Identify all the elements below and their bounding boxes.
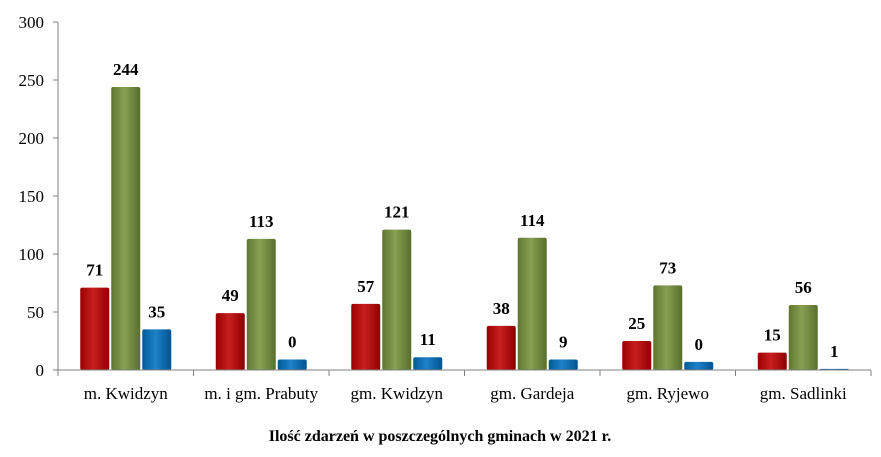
bar xyxy=(486,325,516,370)
x-axis: m. Kwidzyn m. i gm. Prabuty gm. Kwidzyn gm.… xyxy=(57,369,872,403)
x-axis-title: Ilość zdarzeń w poszczególnych gminach w… xyxy=(269,428,612,445)
y-tick-label: 50 xyxy=(27,303,44,322)
bar xyxy=(684,361,714,370)
bar xyxy=(548,359,578,370)
x-tick-label: m. i gm. Prabuty xyxy=(204,384,318,403)
data-label: 9 xyxy=(559,333,568,352)
bar xyxy=(277,359,307,370)
data-label: 121 xyxy=(384,203,410,222)
data-label: 71 xyxy=(86,261,103,280)
data-labels: 71 244 35 49 113 0 57 121 11 38 114 9 25 73 0 15 56 1 xyxy=(86,60,838,361)
data-label: 114 xyxy=(520,211,545,230)
data-label: 49 xyxy=(222,286,239,305)
x-tick-label: gm. Kwidzyn xyxy=(350,384,443,403)
data-label: 35 xyxy=(148,302,165,321)
bar xyxy=(517,237,547,370)
data-label: 244 xyxy=(113,60,139,79)
bar xyxy=(757,352,787,370)
y-tick-label: 100 xyxy=(19,245,45,264)
y-tick-label: 150 xyxy=(19,187,45,206)
bar xyxy=(142,329,172,370)
x-tick-label: m. Kwidzyn xyxy=(84,384,169,403)
data-label: 73 xyxy=(659,258,676,277)
y-tick-label: 200 xyxy=(19,129,45,148)
bar xyxy=(111,86,141,371)
y-axis: 0 50 100 150 200 250 300 xyxy=(19,13,59,380)
y-tick-label: 0 xyxy=(36,361,45,380)
data-label: 38 xyxy=(493,299,510,318)
data-label: 1 xyxy=(830,342,839,361)
bar xyxy=(413,357,443,370)
bar xyxy=(788,305,818,370)
bar xyxy=(622,341,652,370)
data-label: 0 xyxy=(695,335,704,354)
x-tick-label: gm. Sadlinki xyxy=(760,384,847,403)
bar xyxy=(80,287,110,370)
x-tick-label: gm. Ryjewo xyxy=(627,384,709,403)
bar xyxy=(215,313,245,370)
data-label: 15 xyxy=(764,326,781,345)
bar xyxy=(246,238,276,370)
x-tick-label: gm. Gardeja xyxy=(490,384,574,403)
data-label: 57 xyxy=(357,277,375,296)
data-label: 113 xyxy=(249,212,274,231)
data-label: 25 xyxy=(628,314,645,333)
bar xyxy=(382,229,412,370)
bar xyxy=(653,285,683,370)
bar xyxy=(351,303,381,370)
data-label: 56 xyxy=(795,278,812,297)
data-label: 11 xyxy=(420,330,436,349)
data-label: 0 xyxy=(288,333,297,352)
y-tick-label: 300 xyxy=(19,13,45,32)
bars xyxy=(80,86,849,371)
y-tick-label: 250 xyxy=(19,71,45,90)
